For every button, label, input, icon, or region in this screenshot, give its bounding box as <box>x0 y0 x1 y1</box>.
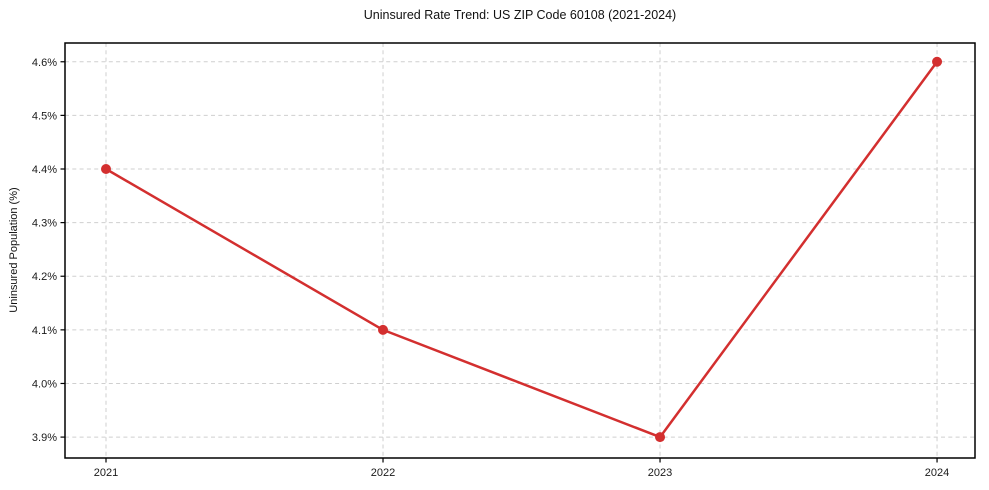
data-point <box>932 56 943 67</box>
plot-border <box>64 42 976 459</box>
y-tick-label: 4.4% <box>32 164 57 176</box>
x-tick-label: 2024 <box>925 467 949 479</box>
x-tick-label: 2023 <box>648 467 672 479</box>
x-tick-label: 2022 <box>371 467 395 479</box>
y-tick-label: 4.3% <box>32 218 57 230</box>
y-tick-label: 4.2% <box>32 271 57 283</box>
data-point <box>100 164 111 175</box>
x-tick-label: 2021 <box>94 467 118 479</box>
y-tick-label: 4.6% <box>32 57 57 69</box>
y-tick-label: 4.0% <box>32 378 57 390</box>
trend-line <box>104 60 939 439</box>
chart-title: Uninsured Rate Trend: US ZIP Code 60108 … <box>363 8 677 22</box>
y-tick-label: 4.5% <box>32 110 57 122</box>
y-tick-label: 3.9% <box>32 432 57 444</box>
y-tick-label: 4.1% <box>32 325 57 337</box>
data-point <box>655 432 666 443</box>
data-point <box>378 324 389 335</box>
